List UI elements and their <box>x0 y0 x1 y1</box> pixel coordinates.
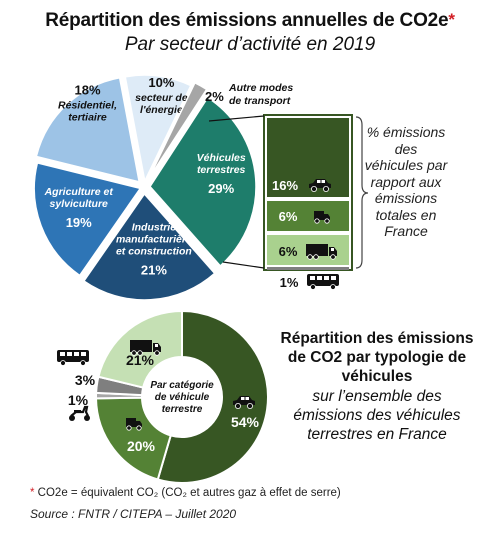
donut-center-label-line-0: Par catégorie <box>150 380 214 391</box>
stack-label-trucks: 6% <box>279 244 298 259</box>
pie-label-residentiel-tertiaire-line-1: tertiaire <box>68 112 107 124</box>
donut-center-label-line-1: de véhicule <box>155 392 210 403</box>
stack-segment-cars <box>267 118 349 197</box>
stack-segment-buses <box>267 267 349 270</box>
donut-label-buses: 3% <box>75 372 96 388</box>
pie-slice-residentiel-tertiaire <box>35 76 141 183</box>
donut-label-cars: 54% <box>231 414 260 430</box>
pie-value-agriculture-et-sylviculture: 19% <box>66 215 92 230</box>
pie-label-secteur-de-l-energie-line-1: l'énergie <box>140 104 183 116</box>
pie-value-industrie-manufacturiere-et-construction: 21% <box>141 263 167 278</box>
pie-slice-autre-modes-de-transport <box>148 81 208 179</box>
pie-slice-secteur-de-l-energie <box>124 74 192 184</box>
connector-line-top <box>208 115 265 122</box>
pie-value-autre-modes-de-transport: 2% <box>205 89 224 104</box>
vehicle-stack-bar: 16% 6% 6% 1% <box>208 114 369 290</box>
pie-label-agriculture-et-sylviculture-line-0: Agriculture et <box>44 186 114 198</box>
footnote: * CO2e = équivalent CO₂ (CO₂ et autres g… <box>30 487 341 499</box>
pie-label-autre-modes-de-transport-line-0: Autre modes <box>228 82 293 94</box>
stack-description: % émissions des véhicules par rapport au… <box>364 124 448 239</box>
donut-title: Répartition des émissions de CO2 par typ… <box>280 330 474 385</box>
pie-label-industrie-manufacturiere-et-construction-line-2: et construction <box>116 246 192 258</box>
donut-subtitle: sur l’ensemble des émissions des véhicul… <box>293 388 461 443</box>
source-note: Source : FNTR / CITEPA – Juillet 2020 <box>30 507 237 521</box>
stack-label-vans: 6% <box>279 209 298 224</box>
footnote-asterisk: * <box>30 487 35 499</box>
stack-segment-vans <box>267 201 349 231</box>
donut-center-label-line-2: terrestre <box>162 404 203 415</box>
donut-label-scooters: 1% <box>68 392 89 408</box>
pie-label-industrie-manufacturiere-et-construction-line-0: Industrie <box>132 222 176 234</box>
pie-slice-industrie-manufacturiere-et-construction <box>82 192 216 301</box>
pie-label-autre-modes-de-transport-line-1: de transport <box>229 95 291 107</box>
donut-outer-labels: 21% 3% 1% 54% 20% <box>56 339 260 454</box>
stack-label-buses: 1% <box>280 275 299 290</box>
pie-label-secteur-de-l-energie-line-0: secteur de <box>135 92 188 104</box>
pie-label-residentiel-tertiaire-line-0: Résidentiel, <box>58 100 117 112</box>
pie-value-secteur-de-l-energie: 10% <box>148 75 174 90</box>
pie-label-industrie-manufacturiere-et-construction-line-1: manufacturière <box>116 234 192 246</box>
pie-slice-agriculture-et-sylviculture <box>33 162 142 277</box>
pie-label-vehicules-terrestres-line-0: Véhicules <box>197 152 246 164</box>
scooter-icon <box>67 405 92 423</box>
stack-label-cars: 16% <box>272 178 298 193</box>
donut-slice-voitures <box>156 309 269 484</box>
pie-label-vehicules-terrestres-line-1: terrestres <box>197 164 246 176</box>
donut-label-vans: 20% <box>127 438 156 454</box>
stack-brace <box>355 116 369 269</box>
title-asterisk: * <box>448 10 455 29</box>
donut-slice-vehicules-utilitaires <box>94 396 172 481</box>
page-subtitle: Par secteur d’activité en 2019 <box>124 34 376 55</box>
page-title: Répartition des émissions annuelles de C… <box>45 10 455 31</box>
pie-value-residentiel-tertiaire: 18% <box>75 83 101 98</box>
pie-label-agriculture-et-sylviculture-line-1: sylviculture <box>50 198 109 210</box>
pie-value-vehicules-terrestres: 29% <box>208 181 234 196</box>
donut-label-trucks: 21% <box>126 352 155 368</box>
bus-icon <box>306 273 340 290</box>
connector-line-bottom <box>222 261 265 269</box>
pie-slice-vehicules-terrestres <box>149 96 257 267</box>
bus-icon <box>56 349 90 366</box>
